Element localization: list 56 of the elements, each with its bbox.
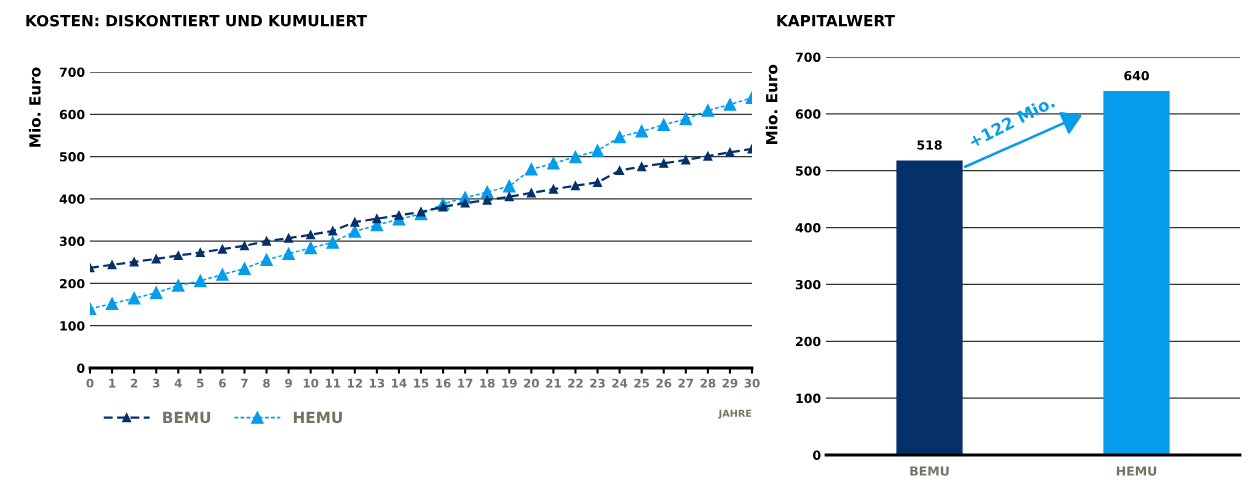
chart-title: KAPITALWERT — [777, 15, 895, 27]
x-tick-label: 7 — [241, 378, 248, 388]
y-axis-title: Mio. Euro — [28, 67, 41, 147]
x-tick-label: 0 — [86, 378, 94, 388]
x-tick-label: 3 — [152, 378, 160, 388]
y-axis-title: Mio. Euro — [765, 64, 778, 145]
x-tick-label: 13 — [369, 378, 385, 388]
y-tick-label: 200 — [60, 278, 85, 289]
x-tick-label: 8 — [263, 378, 270, 388]
chart-title: KOSTEN: DISKONTIERT UND KUMULIERT — [26, 14, 367, 27]
x-tick-label: 6 — [219, 378, 226, 388]
y-tick-label: 100 — [60, 321, 85, 331]
x-tick-label: 28 — [700, 378, 716, 388]
y-tick-label: 600 — [795, 109, 821, 119]
x-tick-label: 20 — [524, 378, 539, 388]
x-axis-title: JAHRE — [718, 409, 752, 419]
y-tick-label: 0 — [813, 450, 821, 460]
x-tick-label: 21 — [546, 378, 561, 388]
y-tick-label: 400 — [795, 223, 821, 233]
legend-label: HEMU — [293, 411, 342, 424]
x-tick-label: 15 — [414, 378, 429, 388]
x-tick-label: 4 — [174, 378, 182, 388]
y-tick-label: 300 — [795, 279, 821, 290]
x-tick-label: 9 — [285, 378, 292, 388]
data-label: 518 — [917, 140, 942, 150]
data-label: 640 — [1124, 70, 1149, 81]
x-tick-label: 27 — [678, 378, 694, 388]
x-tick-label: 29 — [722, 378, 738, 388]
x-tick-label: 22 — [568, 378, 583, 388]
x-tick-label: 17 — [458, 378, 473, 388]
y-tick-label: 200 — [796, 336, 821, 347]
x-tick-label: 2 — [130, 378, 138, 388]
x-tick-label: 5 — [197, 378, 204, 388]
x-tick-label: 30 — [744, 378, 760, 388]
y-tick-label: 400 — [59, 194, 85, 204]
x-tick-label: 12 — [347, 378, 362, 388]
x-tick-label: 14 — [392, 378, 407, 388]
x-tick-label: 23 — [590, 378, 605, 388]
y-tick-label: 500 — [60, 152, 85, 162]
y-tick-label: 600 — [59, 109, 85, 120]
y-tick-label: 700 — [795, 52, 821, 62]
y-tick-label: 500 — [796, 166, 821, 176]
y-tick-label: 100 — [796, 393, 821, 404]
x-tick-label: 19 — [502, 378, 517, 388]
x-tick-label: 16 — [436, 378, 451, 388]
y-tick-label: 300 — [59, 236, 85, 247]
x-tick-label: 24 — [612, 378, 628, 388]
x-tick-label: 26 — [656, 378, 672, 388]
legend-label: BEMU — [163, 411, 211, 424]
y-tick-label: 0 — [77, 363, 85, 373]
x-tick-label: 25 — [634, 378, 650, 388]
x-tick-label: 18 — [480, 378, 495, 388]
y-tick-label: 700 — [59, 67, 85, 77]
x-tick-label: 10 — [303, 378, 319, 388]
x-tick-label: 11 — [325, 378, 341, 388]
x-tick-label: 1 — [109, 378, 116, 388]
